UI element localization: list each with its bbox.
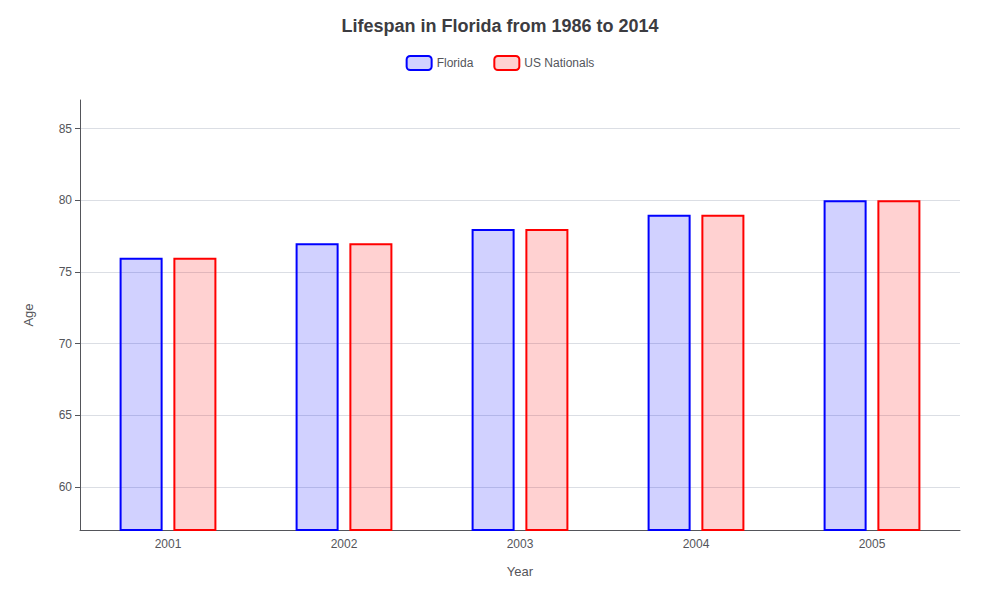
svg-text:Florida: Florida [437, 56, 474, 70]
svg-text:75: 75 [59, 265, 73, 279]
svg-text:2005: 2005 [859, 537, 886, 551]
svg-text:US Nationals: US Nationals [524, 56, 594, 70]
svg-text:Age: Age [21, 303, 36, 326]
svg-text:2004: 2004 [683, 537, 710, 551]
svg-text:65: 65 [59, 408, 73, 422]
svg-text:Year: Year [507, 564, 534, 579]
svg-text:2003: 2003 [507, 537, 534, 551]
svg-text:2001: 2001 [155, 537, 182, 551]
svg-text:60: 60 [59, 480, 73, 494]
svg-text:80: 80 [59, 193, 73, 207]
svg-text:2002: 2002 [331, 537, 358, 551]
svg-text:Lifespan in Florida from 1986: Lifespan in Florida from 1986 to 2014 [341, 16, 658, 36]
svg-text:85: 85 [59, 122, 73, 136]
svg-text:70: 70 [59, 337, 73, 351]
